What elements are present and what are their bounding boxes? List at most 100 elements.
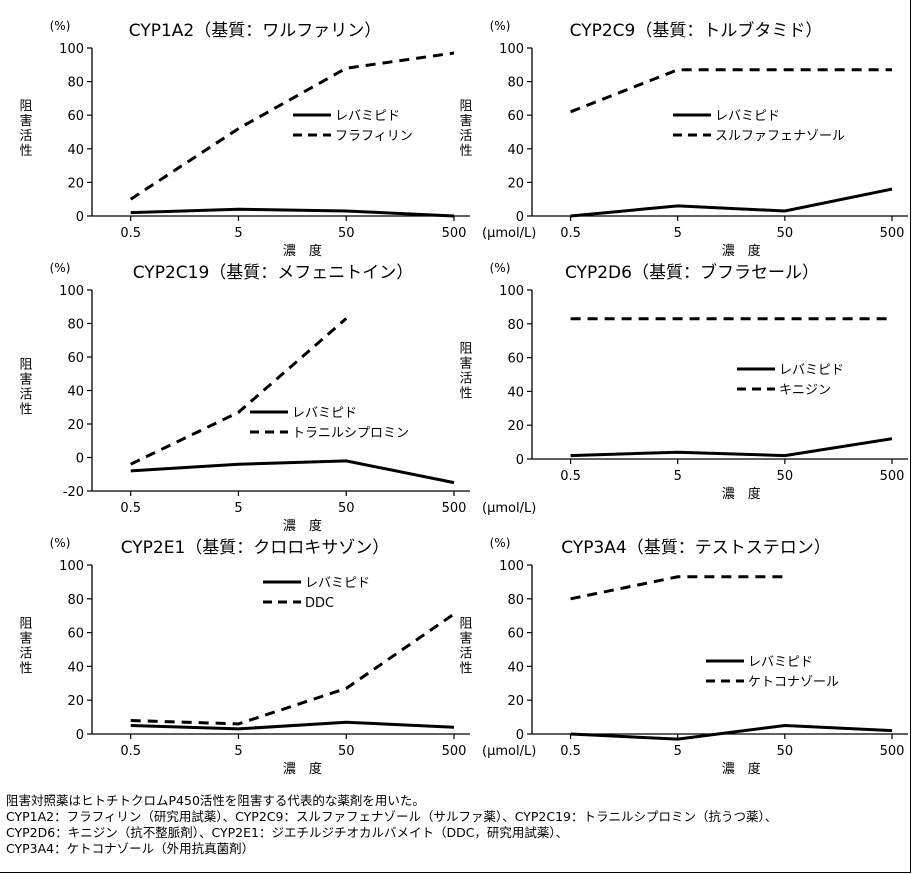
y-tick-label: 80 (507, 76, 524, 91)
legend-label: トラニルシプロミン (292, 426, 409, 441)
x-tick-label: 500 (442, 744, 467, 759)
y-tick-label: 40 (507, 143, 524, 158)
y-axis-label: 害 (459, 631, 472, 647)
y-tick-label: 100 (59, 559, 84, 574)
legend-label: スルファフェナゾール (715, 129, 845, 144)
y-tick-label: 40 (507, 385, 524, 400)
y-tick-label: 40 (67, 143, 84, 158)
legend-label: レバミピド (292, 406, 357, 421)
legend-label: ケトコナゾール (748, 675, 839, 690)
y-tick-label: 0 (76, 728, 84, 743)
x-tick-label: 500 (880, 226, 905, 241)
y-axis-label: 性 (19, 403, 32, 418)
x-tick-label: 500 (880, 744, 905, 759)
y-axis-label: 阻 (19, 617, 32, 632)
x-tick-label: 0.5 (120, 226, 141, 241)
y-unit-label: (%) (490, 19, 511, 33)
y-tick-label: 0 (516, 453, 524, 468)
x-unit-label: (μmol/L) (482, 744, 536, 759)
y-tick-label: 60 (507, 352, 524, 367)
chart-title: CYP2C19（基質：メフェニトイン） (133, 263, 414, 283)
legend-label: レバミピド (748, 655, 813, 670)
x-unit-label: (μmol/L) (482, 501, 536, 516)
legend-label: レバミピド (305, 576, 370, 591)
y-axis-label: 性 (459, 662, 472, 677)
y-axis-label: 活 (19, 647, 32, 662)
x-axis-label: 濃 度 (283, 761, 322, 777)
rebamipide-line (570, 723, 893, 741)
y-tick-label: 80 (507, 593, 524, 608)
x-tick-label: 0.5 (560, 226, 581, 241)
legend-label: レバミピド (715, 109, 780, 124)
y-axis-label: 阻 (19, 99, 32, 114)
y-tick-label: 80 (507, 318, 524, 333)
chart-title: CYP2C9（基質：トルブタミド） (570, 20, 823, 41)
y-tick-label: 80 (67, 593, 84, 608)
x-tick-label: 0.5 (560, 744, 581, 759)
y-axis-label: 性 (19, 662, 32, 677)
y-tick-label: 100 (499, 559, 524, 574)
x-tick-label: 5 (674, 744, 682, 759)
y-tick-label: 40 (507, 660, 524, 675)
y-tick-label: 100 (59, 284, 84, 299)
y-axis-label: 活 (459, 129, 472, 144)
y-tick-label: 20 (67, 418, 84, 433)
y-axis-label: 害 (459, 113, 472, 129)
y-tick-label: 0 (516, 210, 524, 225)
y-axis-label: 害 (19, 372, 32, 388)
y-axis-label: 活 (459, 372, 472, 387)
y-tick-label: 0 (76, 452, 84, 467)
y-axis-label: 害 (19, 631, 32, 647)
y-axis-label: 活 (19, 129, 32, 144)
y-axis-label: 阻 (459, 99, 472, 114)
x-tick-label: 500 (880, 469, 905, 484)
y-axis-label: 阻 (459, 342, 472, 357)
legend-label: レバミピド (335, 109, 400, 124)
y-tick-label: 0 (76, 210, 84, 225)
footnotes: 阻害対照薬はヒトチトクロムP450活性を阻害する代表的な薬剤を用いた。 CYP1… (6, 793, 912, 857)
y-axis-label: 活 (459, 647, 472, 662)
x-tick-label: 5 (234, 226, 242, 241)
y-unit-label: (%) (490, 536, 511, 550)
x-tick-label: 50 (338, 501, 355, 516)
x-tick-label: 5 (234, 501, 242, 516)
control-drug-line (129, 51, 455, 201)
x-tick-label: 0.5 (120, 501, 141, 516)
rebamipide-line (130, 459, 455, 485)
y-tick-label: 40 (67, 660, 84, 675)
legend-label: フラフィリン (335, 129, 413, 144)
footnote-line: CYP3A4：ケトコナゾール（外用抗真菌剤） (6, 841, 255, 856)
x-tick-label: 0.5 (560, 469, 581, 484)
y-tick-label: 0 (516, 728, 524, 743)
x-tick-label: 50 (338, 226, 355, 241)
x-axis-label: 濃 度 (283, 243, 322, 259)
y-axis-label: 阻 (19, 358, 32, 373)
x-tick-label: 50 (338, 744, 355, 759)
chart-title: CYP3A4（基質：テストステロン） (561, 538, 830, 558)
y-axis-label: 性 (459, 387, 472, 402)
y-tick-label: 20 (67, 694, 84, 709)
x-tick-label: 50 (777, 226, 794, 241)
control-drug-line (130, 612, 455, 726)
y-unit-label: (%) (490, 261, 511, 275)
y-tick-label: 80 (67, 76, 84, 91)
y-tick-label: 100 (499, 284, 524, 299)
y-tick-label: 60 (507, 109, 524, 124)
x-tick-label: 5 (234, 744, 242, 759)
x-axis-label: 濃 度 (283, 518, 322, 534)
chart-title: CYP1A2（基質：ワルファリン） (129, 21, 381, 41)
x-tick-label: 50 (777, 744, 794, 759)
y-tick-label: 60 (67, 627, 84, 642)
rebamipide-line (570, 187, 893, 218)
legend-label: レバミピド (779, 363, 844, 378)
y-axis-label: 活 (19, 388, 32, 403)
rebamipide-line (570, 437, 893, 458)
x-tick-label: 50 (777, 469, 794, 484)
y-tick-label: 20 (507, 176, 524, 191)
y-tick-label: 20 (67, 176, 84, 191)
x-tick-label: 5 (674, 469, 682, 484)
x-tick-label: 500 (442, 501, 467, 516)
footnote-line: 阻害対照薬はヒトチトクロムP450活性を阻害する代表的な薬剤を用いた。 (6, 793, 425, 808)
control-drug-line (570, 68, 892, 114)
control-drug-line (130, 317, 348, 466)
